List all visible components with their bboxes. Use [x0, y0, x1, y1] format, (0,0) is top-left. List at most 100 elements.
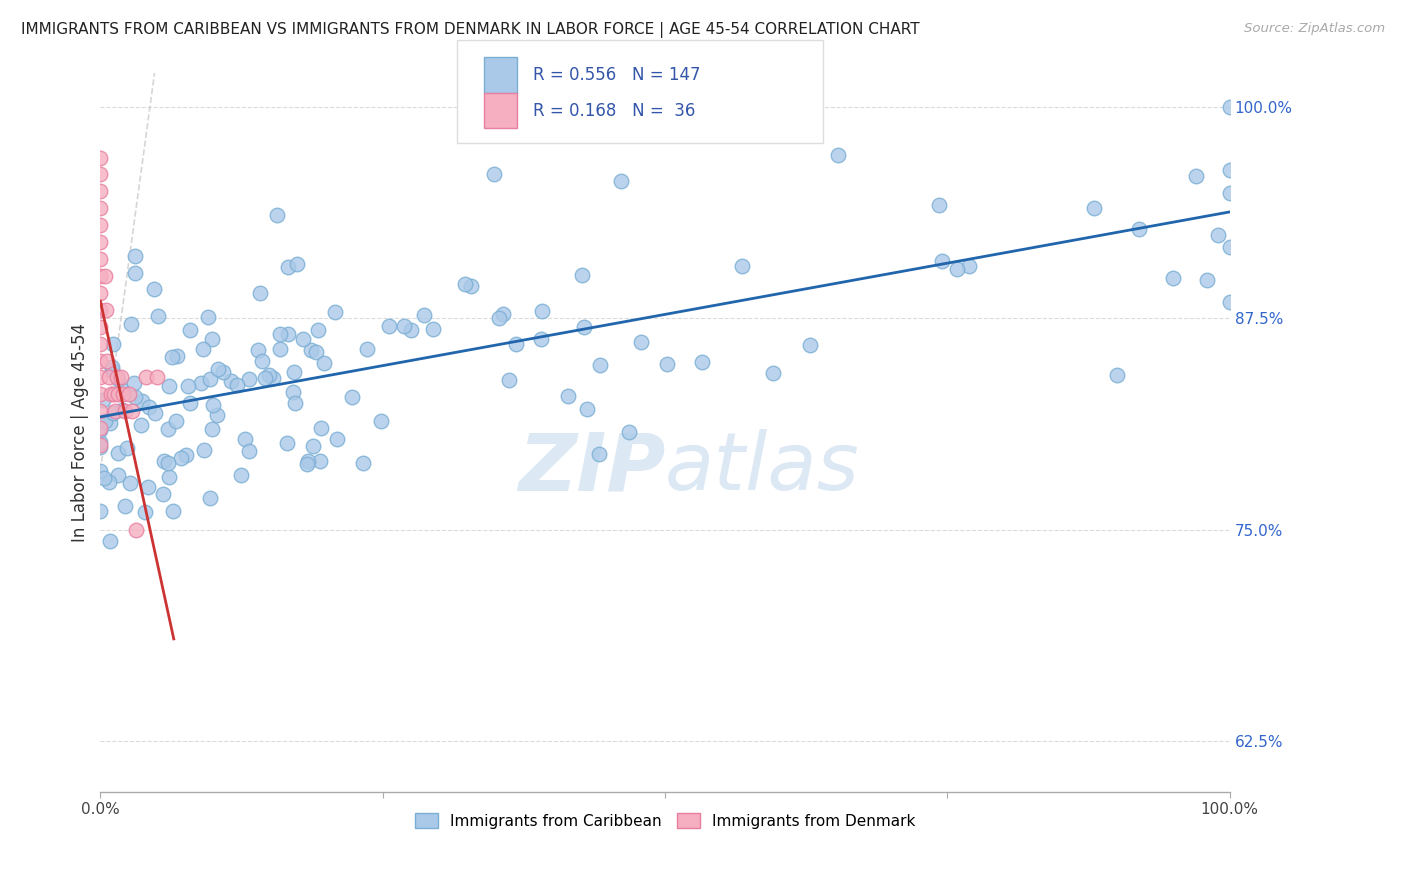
Text: atlas: atlas	[665, 429, 860, 508]
Point	[284, 396, 307, 410]
Point	[162, 503, 184, 517]
Point	[309, 454, 332, 468]
Point	[1208, 227, 1230, 242]
Point	[571, 268, 593, 283]
Point	[89, 423, 111, 437]
Point	[191, 343, 214, 357]
Point	[89, 434, 111, 449]
Point	[89, 353, 111, 368]
Point	[89, 336, 111, 351]
Point	[100, 362, 122, 376]
Point	[928, 198, 950, 212]
Point	[352, 456, 374, 470]
Point	[156, 456, 179, 470]
Point	[249, 285, 271, 300]
Point	[207, 361, 229, 376]
Point	[174, 449, 197, 463]
Point	[211, 365, 233, 379]
Point	[1105, 368, 1128, 382]
Text: R = 0.556   N = 147: R = 0.556 N = 147	[533, 66, 700, 84]
Point	[115, 441, 138, 455]
Point	[89, 464, 111, 478]
Point	[454, 277, 477, 291]
Point	[135, 370, 157, 384]
Point	[89, 185, 111, 199]
Point	[103, 387, 125, 401]
Point	[262, 371, 284, 385]
Point	[94, 302, 117, 317]
Point	[617, 425, 640, 440]
Point	[269, 342, 291, 356]
Point	[114, 499, 136, 513]
Point	[378, 318, 401, 333]
Point	[107, 446, 129, 460]
Point	[692, 355, 714, 369]
Point	[281, 384, 304, 399]
Point	[197, 310, 219, 325]
Point	[146, 370, 169, 384]
Point	[124, 390, 146, 404]
Point	[98, 370, 121, 384]
Text: IMMIGRANTS FROM CARIBBEAN VS IMMIGRANTS FROM DENMARK IN LABOR FORCE | AGE 45-54 : IMMIGRANTS FROM CARIBBEAN VS IMMIGRANTS …	[21, 22, 920, 38]
Point	[572, 319, 595, 334]
Point	[307, 323, 329, 337]
Text: R = 0.168   N =  36: R = 0.168 N = 36	[533, 102, 695, 120]
Point	[221, 374, 243, 388]
Point	[257, 368, 280, 382]
Point	[94, 268, 117, 283]
Point	[356, 342, 378, 356]
Point	[1161, 270, 1184, 285]
Point	[238, 372, 260, 386]
Point	[89, 404, 111, 418]
Point	[1185, 169, 1208, 184]
Point	[630, 334, 652, 349]
Point	[276, 435, 298, 450]
Point	[201, 422, 224, 436]
Point	[945, 262, 967, 277]
Point	[89, 285, 111, 300]
Point	[124, 266, 146, 280]
Legend: Immigrants from Caribbean, Immigrants from Denmark: Immigrants from Caribbean, Immigrants fr…	[409, 806, 921, 835]
Point	[131, 394, 153, 409]
Point	[91, 392, 114, 407]
Point	[93, 471, 115, 485]
Point	[121, 404, 143, 418]
Point	[326, 433, 349, 447]
Point	[104, 404, 127, 418]
Point	[292, 332, 315, 346]
Point	[89, 370, 111, 384]
Point	[138, 401, 160, 415]
Point	[89, 387, 111, 401]
Point	[89, 219, 111, 233]
Point	[89, 268, 111, 283]
Point	[302, 439, 325, 453]
Point	[266, 208, 288, 222]
Point	[530, 332, 553, 346]
Point	[89, 151, 111, 165]
Point	[312, 356, 335, 370]
Point	[89, 421, 111, 435]
Point	[118, 475, 141, 490]
Point	[89, 302, 111, 317]
Point	[125, 523, 148, 537]
Point	[731, 259, 754, 273]
Point	[157, 469, 180, 483]
Point	[117, 387, 139, 401]
Point	[198, 491, 221, 506]
Point	[277, 260, 299, 275]
Point	[297, 453, 319, 467]
Point	[89, 252, 111, 266]
Point	[89, 168, 111, 182]
Point	[342, 390, 364, 404]
Point	[122, 376, 145, 391]
Point	[146, 310, 169, 324]
Point	[98, 475, 121, 489]
Point	[89, 235, 111, 249]
Point	[103, 337, 125, 351]
Point	[129, 418, 152, 433]
Point	[111, 383, 134, 397]
Point	[576, 402, 599, 417]
Point	[177, 379, 200, 393]
Point	[657, 357, 679, 371]
Point	[277, 327, 299, 342]
